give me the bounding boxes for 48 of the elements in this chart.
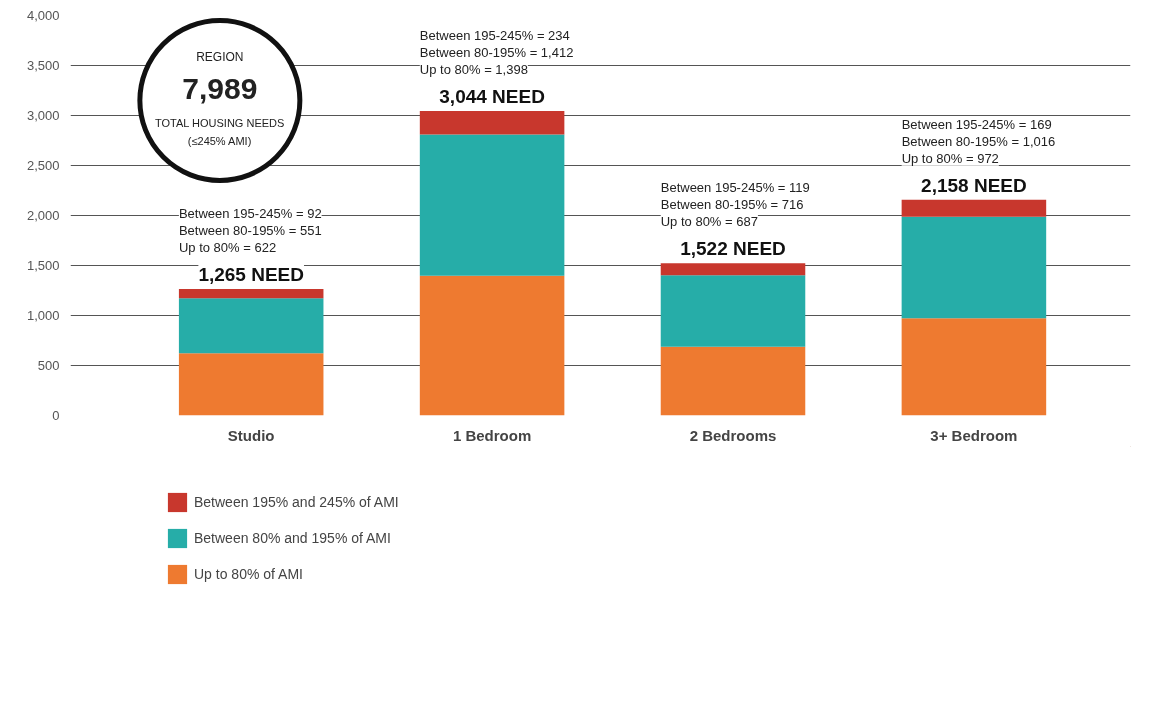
legend-label: Between 80% and 195% of AMI — [194, 530, 391, 546]
y-tick-label: 2,500 — [26, 158, 60, 173]
annotation: (≤245% AMI) — [187, 134, 252, 147]
annotation: Up to 80% = 687 — [660, 214, 758, 230]
annotation: REGION — [196, 49, 244, 64]
bar — [660, 275, 806, 347]
y-tick-label: 3,500 — [26, 58, 60, 73]
annotation: Between 80-195% = 716 — [660, 197, 804, 213]
bar — [419, 111, 565, 135]
bar — [419, 275, 565, 416]
bar — [178, 353, 324, 416]
annotation: Between 80-195% = 1,016 — [901, 133, 1056, 149]
bar — [419, 134, 565, 276]
annotation: Between 195-245% = 92 — [178, 206, 322, 221]
annotation: Up to 80% = 972 — [901, 150, 999, 166]
annotation: Between 195-245% = 119 — [660, 180, 810, 196]
annotation: Between 80-195% = 551 — [178, 223, 322, 238]
legend-label: Between 195% and 245% of AMI — [194, 494, 399, 510]
y-tick-label: 3,000 — [26, 108, 60, 123]
x-tick-label: 1 Bedroom — [452, 426, 532, 444]
bar — [660, 263, 806, 276]
total-label: 1,265 NEED — [198, 264, 304, 285]
bar — [901, 216, 1047, 319]
y-tick-label: 500 — [37, 358, 60, 373]
bar — [901, 199, 1047, 217]
x-tick-label: Studio — [227, 426, 275, 444]
y-tick-label: 1,500 — [26, 258, 60, 273]
total-label: 3,044 NEED — [439, 86, 545, 108]
annotation: Between 195-245% = 169 — [901, 116, 1052, 132]
y-tick-label: 2,000 — [26, 208, 60, 223]
annotation: Up to 80% = 1,398 — [419, 62, 528, 78]
y-tick-label: 0 — [52, 408, 60, 423]
annotation: TOTAL HOUSING NEEDS — [154, 116, 285, 129]
annotation: Between 80-195% = 1,412 — [419, 45, 574, 61]
annotation: Up to 80% = 622 — [178, 240, 277, 255]
total-label: 2,158 NEED — [921, 174, 1027, 196]
annotation: Between 195-245% = 234 — [419, 28, 570, 44]
bar — [660, 346, 806, 416]
y-tick-label: 1,000 — [26, 308, 60, 323]
bar — [178, 289, 324, 299]
bar — [901, 318, 1047, 416]
x-tick-label: 2 Bedrooms — [689, 426, 777, 444]
y-tick-label: 4,000 — [26, 8, 60, 23]
bar — [178, 298, 324, 354]
legend-label: Up to 80% of AMI — [194, 566, 303, 582]
annotation: 7,989 — [182, 71, 258, 105]
total-label: 1,522 NEED — [680, 238, 786, 260]
x-tick-label: 3+ Bedroom — [930, 426, 1018, 444]
